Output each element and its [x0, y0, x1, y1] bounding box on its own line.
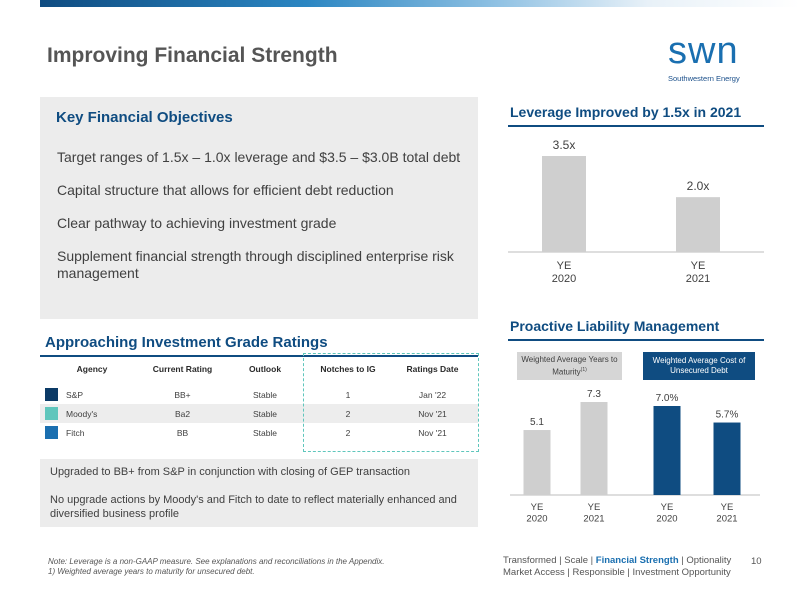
cell-outlook: Stable [252, 427, 278, 438]
liability-bar [523, 430, 551, 495]
leverage-category-label: 2021 [686, 273, 710, 285]
cell-outlook: Stable [252, 408, 278, 419]
cell-notches: 2 [345, 427, 351, 438]
liability-category-label: 2021 [583, 514, 604, 525]
company-logo: swn Southwestern Energy [668, 30, 768, 84]
footnote-leverage: Note: Leverage is a non-GAAP measure. Se… [48, 557, 385, 566]
cell-agency: Fitch [66, 427, 85, 438]
leverage-bar [676, 197, 720, 252]
leverage-title-rule [508, 125, 764, 127]
table-row: Fitch BB Stable 2 Nov '21 [40, 423, 478, 442]
ratings-note: No upgrade actions by Moody's and Fitch … [50, 494, 457, 520]
page-title: Improving Financial Strength [47, 44, 338, 67]
cell-current-rating: BB+ [174, 389, 191, 400]
footer-nav-after: | Optionality [678, 555, 732, 566]
ratings-section-title: Approaching Investment Grade Ratings [45, 334, 328, 351]
cell-outlook: Stable [252, 389, 278, 400]
cell-current-rating: Ba2 [174, 408, 191, 419]
col-header-ratings-date: Ratings Date [406, 364, 459, 374]
liability-data-label: 7.3 [587, 389, 601, 400]
key-objectives-panel: Key Financial Objectives Target ranges o… [40, 97, 478, 319]
ig-highlight-box [303, 353, 479, 452]
liability-data-label: 5.1 [530, 417, 544, 428]
ratings-table-header: Agency Current Rating Outlook Notches to… [40, 358, 478, 380]
ratings-note: Upgraded to BB+ from S&P in conjunction … [50, 466, 411, 478]
objective-item: Clear pathway to achieving investment gr… [57, 215, 337, 231]
objective-item: Supplement financial strength through di… [57, 248, 454, 281]
objectives-list: Target ranges of 1.5x – 1.0x leverage an… [57, 149, 467, 298]
ratings-title-rule [40, 355, 478, 357]
top-accent-bar [40, 0, 800, 7]
footer-nav-line2: Market Access | Responsible | Investment… [503, 567, 731, 578]
footer-nav-current: Financial Strength [595, 555, 679, 566]
liability-category-label: 2020 [526, 514, 547, 525]
table-row: S&P BB+ Stable 1 Jan '22 [40, 385, 478, 404]
leverage-data-label: 3.5x [553, 138, 576, 152]
cell-current-rating: BB [176, 427, 189, 438]
leverage-category-label: YE [691, 260, 706, 272]
liability-title-rule [508, 339, 764, 341]
leverage-data-label: 2.0x [687, 179, 710, 193]
years-to-maturity-label: Weighted Average Years to Maturity(1) [521, 354, 618, 377]
ratings-notes-panel: Upgraded to BB+ from S&P in conjunction … [40, 459, 478, 527]
objectives-title: Key Financial Objectives [56, 109, 233, 126]
page-number: 10 [751, 556, 762, 567]
logo-tagline: Southwestern Energy [668, 74, 740, 83]
col-header-current-rating: Current Rating [152, 364, 213, 374]
agency-color-swatch [45, 407, 58, 420]
leverage-category-label: 2020 [552, 273, 576, 285]
liability-category-label: YE [588, 502, 601, 513]
cell-notches: 2 [345, 408, 351, 419]
liability-bar [653, 406, 681, 495]
leverage-bar [542, 156, 586, 252]
col-header-notches: Notches to IG [320, 364, 376, 374]
cell-agency: Moody's [66, 408, 98, 419]
leverage-category-label: YE [557, 260, 572, 272]
liability-data-label: 5.7% [716, 410, 739, 421]
cell-ratings-date: Nov '21 [418, 408, 447, 419]
agency-color-swatch [45, 388, 58, 401]
liability-category-label: YE [721, 502, 734, 513]
footer-navigation: Transformed | Scale | Financial Strength… [503, 555, 753, 579]
liability-category-label: 2021 [716, 514, 737, 525]
liability-bar [713, 422, 741, 495]
liability-data-label: 7.0% [656, 393, 679, 404]
agency-color-swatch [45, 426, 58, 439]
footnote-maturity: 1) Weighted average years to maturity fo… [48, 567, 255, 576]
col-header-agency: Agency [76, 364, 108, 374]
liability-chart-title: Proactive Liability Management [510, 318, 720, 334]
col-header-outlook: Outlook [248, 364, 282, 374]
cell-ratings-date: Jan '22 [418, 389, 447, 400]
leverage-chart-title: Leverage Improved by 1.5x in 2021 [510, 104, 742, 120]
liability-bar [580, 402, 608, 495]
liability-category-label: 2020 [656, 514, 677, 525]
cost-of-debt-header: Weighted Average Cost of Unsecured Debt [643, 352, 755, 380]
table-row: Moody's Ba2 Stable 2 Nov '21 [40, 404, 478, 423]
cell-agency: S&P [66, 389, 84, 400]
footnote: Note: Leverage is a non-GAAP measure. Se… [48, 557, 468, 577]
logo-wordmark: swn [668, 30, 739, 72]
cell-ratings-date: Nov '21 [418, 427, 447, 438]
objective-item: Target ranges of 1.5x – 1.0x leverage an… [57, 149, 461, 165]
liability-category-label: YE [531, 502, 544, 513]
liability-category-label: YE [661, 502, 674, 513]
footer-nav-before: Transformed | Scale | [503, 555, 596, 566]
objective-item: Capital structure that allows for effici… [57, 182, 394, 198]
years-to-maturity-header: Weighted Average Years to Maturity(1) [517, 352, 622, 380]
cell-notches: 1 [345, 389, 351, 400]
